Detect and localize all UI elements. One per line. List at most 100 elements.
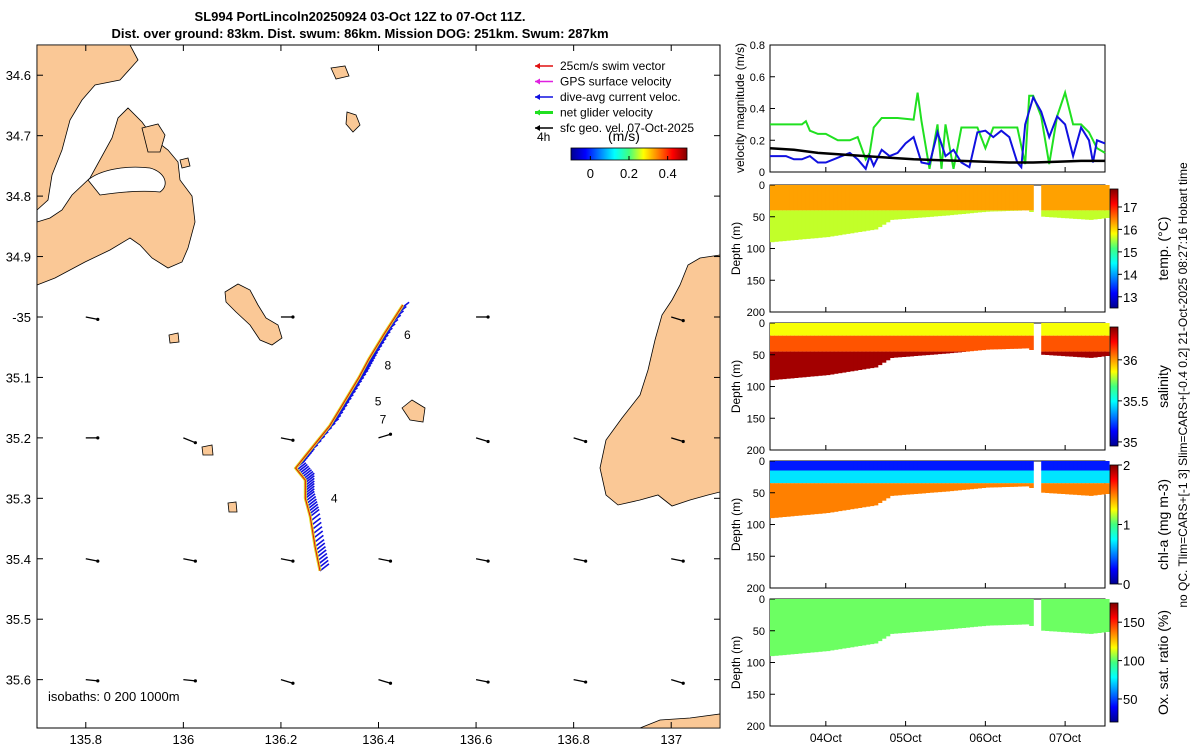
chlorophyll-section-data-cell: [1021, 461, 1026, 471]
island-3: [345, 111, 361, 133]
salinity-section-data-cell: [829, 323, 835, 336]
salinity-section-data-cell: [977, 323, 982, 336]
chlorophyll-section-data-cell: [1013, 470, 1018, 484]
geo-arrow-head: [291, 438, 295, 442]
geo-arrow-shaft: [280, 679, 294, 684]
chlorophyll-section-data-cell: [913, 461, 919, 471]
chlorophyll-section-data-cell: [881, 470, 887, 484]
chlorophyll-section-data-cell: [1005, 483, 1010, 487]
chlorophyll-section-data-cell: [921, 470, 927, 484]
salinity-section-data-cell: [925, 335, 931, 352]
temperature-section-data-cell: [997, 185, 1002, 211]
salinity-section-data-cell: [981, 335, 986, 351]
depth-tick-label: 150: [747, 413, 765, 425]
salinity-section-data-cell: [782, 323, 787, 336]
chlorophyll-section-data-cell: [1053, 461, 1058, 471]
temperature-section-data-cell: [993, 185, 998, 211]
chlorophyll-section-data-cell: [1073, 461, 1078, 471]
temperature-section-data-cell: [925, 210, 931, 218]
land-kangaroo-island-north: [599, 254, 721, 507]
oxygen-section-data-cell: [981, 599, 986, 627]
chlorophyll-section-data-cell: [1001, 483, 1006, 488]
salinity-section-data-cell: [801, 323, 807, 336]
chlorophyll-section-data-cell: [917, 470, 923, 484]
salinity-section-data-cell: [877, 323, 883, 336]
chlorophyll-section-data-cell: [1085, 461, 1090, 471]
oxygen-section-data-cell: [789, 599, 795, 655]
depth-tick-label: 0: [759, 180, 765, 192]
temperature-section-data-cell: [849, 185, 855, 211]
chlorophyll-section-data-cell: [1101, 483, 1106, 495]
salinity-section-data-cell: [901, 335, 907, 352]
salinity-section-data-cell: [985, 323, 990, 336]
chlorophyll-section-data-cell: [778, 483, 783, 518]
geo-arrow-shaft: [85, 678, 98, 682]
colorbar-tick-label: 17: [1123, 200, 1137, 215]
salinity-section-data-cell: [977, 335, 982, 351]
oxygen-section-data-cell: [1041, 599, 1046, 631]
salinity-section-data-cell: [1053, 323, 1058, 336]
salinity-section-data-cell: [877, 351, 883, 366]
chlorophyll-section-data-cell: [997, 483, 1002, 488]
salinity-section-data-cell: [957, 335, 962, 352]
salinity-section-data-cell: [993, 323, 998, 336]
chlorophyll-section-data-cell: [1009, 483, 1014, 487]
legend-label: GPS surface velocity: [560, 75, 671, 89]
figure-title-line-1: SL994 PortLincoln20250924 03-Oct 12Z to …: [194, 9, 526, 24]
chlorophyll-section-data-cell: [897, 483, 903, 496]
chlorophyll-section-data-cell: [857, 470, 863, 484]
temperature-section-data-cell: [933, 185, 939, 211]
chlorophyll-section-colorbar-label: chl-a (mg m-3): [1155, 479, 1171, 570]
salinity-section-data-cell: [817, 323, 823, 336]
temperature-section-data-cell: [853, 210, 859, 233]
oxygen-section-data-cell: [1069, 599, 1074, 633]
chlorophyll-section-data-cell: [845, 461, 851, 471]
salinity-section-data-cell: [1069, 351, 1074, 357]
salinity-section-data-cell: [969, 323, 974, 336]
salinity-section-data-cell: [1077, 335, 1082, 352]
oxygen-section-data-cell: [937, 599, 943, 631]
temperature-section-data-cell: [961, 210, 966, 214]
oxygen-section-data-cell: [881, 599, 887, 639]
temperature-section-data-cell: [817, 185, 823, 211]
salinity-section-data-cell: [1029, 335, 1034, 350]
map-x-tick-label: 136.6: [460, 732, 493, 747]
temperature-section-data-cell: [973, 185, 978, 211]
chlorophyll-section-data-cell: [989, 483, 994, 488]
salinity-section-data-cell: [845, 351, 851, 372]
salinity-section-data-cell: [1073, 351, 1078, 357]
chlorophyll-section-data-cell: [1101, 461, 1106, 471]
chlorophyll-section-data-cell: [929, 483, 935, 493]
depth-tick-label: 100: [747, 244, 765, 256]
depth-tick-label: 200: [747, 445, 765, 457]
chlorophyll-section-data-cell: [801, 461, 807, 471]
day-markers: 4 5 6 7 8: [331, 328, 411, 505]
chlorophyll-section-data-cell: [782, 461, 787, 471]
salinity-section-data-cell: [993, 335, 998, 350]
salinity-section-data-cell: [829, 335, 835, 352]
salinity-section-data-cell: [825, 351, 831, 376]
land-northern-bay: [87, 166, 166, 196]
salinity-section-data-cell: [885, 335, 891, 352]
temperature-section-data-cell: [941, 185, 947, 211]
temperature-section-data-cell: [1081, 185, 1086, 211]
salinity-section-data-cell: [1021, 335, 1026, 349]
chlorophyll-section-data-cell: [1049, 461, 1054, 471]
chlorophyll-section-data-cell: [913, 470, 919, 484]
oxygen-section-data-cell: [1049, 599, 1054, 632]
oxygen-section-data-cell: [973, 599, 978, 627]
current-vector: [305, 493, 316, 502]
salinity-section-colorbar: [1109, 326, 1119, 447]
salinity-section-data-cell: [1077, 323, 1082, 336]
depth-tick-label: 100: [747, 658, 765, 670]
oxygen-section-data-cell: [921, 599, 927, 632]
salinity-section-data-cell: [1101, 323, 1106, 336]
oxygen-section-data-cell: [985, 599, 990, 626]
salinity-section-data-cell: [837, 351, 843, 374]
oxygen-section-data-cell: [957, 599, 962, 629]
oxygen-section-data-cell: [805, 599, 811, 653]
chlorophyll-section-data-cell: [1017, 461, 1022, 471]
salinity-section-data-cell: [1093, 323, 1098, 336]
chlorophyll-section-data-cell: [1069, 470, 1074, 484]
